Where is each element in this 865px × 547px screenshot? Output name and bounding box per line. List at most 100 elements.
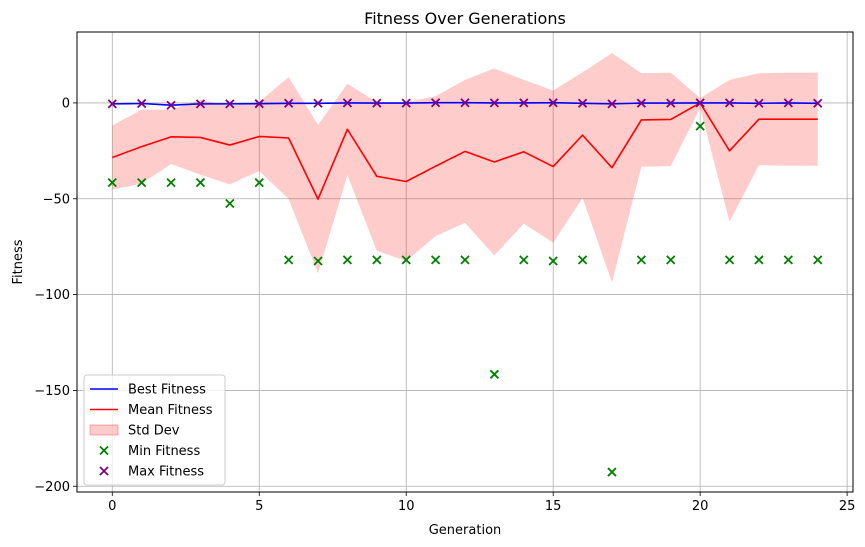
max-fitness-point	[695, 98, 705, 108]
min-fitness-point	[783, 255, 793, 265]
min-fitness-point-stroke-b	[754, 255, 764, 265]
min-fitness-point-stroke-b	[401, 255, 411, 265]
min-fitness-point	[666, 255, 676, 265]
legend-label-max-fitness: Max Fitness	[128, 465, 204, 480]
max-fitness-point	[577, 98, 588, 108]
x-tick-label: 15	[545, 499, 562, 514]
legend-label-best-fitness: Best Fitness	[128, 383, 206, 398]
min-fitness-point	[460, 255, 470, 265]
min-fitness-point-stroke-b	[519, 255, 529, 265]
max-fitness-point	[754, 98, 764, 108]
max-fitness-point	[283, 98, 294, 108]
max-fitness-point	[372, 98, 382, 108]
max-fitness-point-stroke-b	[607, 99, 617, 109]
min-fitness-point-stroke-b	[489, 369, 500, 379]
min-fitness-point-stroke-b	[607, 467, 617, 477]
max-fitness-point-stroke-b	[283, 98, 294, 108]
max-fitness-point-stroke-b	[548, 98, 558, 108]
min-fitness-point-stroke-b	[577, 255, 588, 265]
max-fitness-point	[342, 98, 353, 108]
max-fitness-point-stroke-b	[636, 98, 647, 108]
max-fitness-point	[195, 99, 206, 109]
min-fitness-point-stroke-b	[166, 178, 176, 188]
max-fitness-point	[813, 98, 823, 108]
max-fitness-point-stroke-b	[166, 100, 176, 110]
min-fitness-point-stroke-b	[695, 121, 705, 131]
max-fitness-point-stroke-b	[724, 98, 735, 108]
x-tick-label: 0	[108, 499, 116, 514]
chart-title: Fitness Over Generations	[364, 9, 566, 28]
max-fitness-point-stroke-b	[460, 98, 470, 108]
legend: Best Fitness Mean Fitness Std Dev Min Fitne…	[83, 374, 226, 486]
max-fitness-point	[166, 100, 176, 110]
min-fitness-point-stroke-b	[313, 256, 323, 266]
max-fitness-point-stroke-b	[430, 98, 441, 108]
max-fitness-point	[430, 98, 441, 108]
min-fitness-point	[577, 255, 588, 265]
y-axis-label: Fitness	[11, 239, 26, 284]
min-fitness-point	[195, 178, 206, 188]
min-fitness-point-stroke-b	[225, 198, 235, 209]
tick-layer: 0 5 10 15 20 25 −200 −150 −100 −50 0	[34, 96, 855, 514]
min-fitness-point	[283, 255, 294, 265]
min-fitness-point	[137, 178, 147, 188]
max-fitness-point	[607, 99, 617, 109]
min-fitness-point	[254, 178, 264, 188]
max-fitness-point-stroke-b	[695, 98, 705, 108]
std-dev-band-layer	[112, 53, 818, 283]
legend-swatch-min-fitness-stroke-b	[99, 445, 109, 456]
min-fitness-point-stroke-b	[195, 178, 206, 188]
legend-swatch-max-fitness	[99, 466, 109, 476]
min-fitness-point-stroke-b	[283, 255, 294, 265]
max-fitness-point-stroke-b	[519, 98, 529, 108]
min-fitness-point-stroke-b	[107, 178, 117, 188]
min-fitness-point	[313, 256, 323, 266]
max-fitness-point	[225, 99, 235, 109]
min-fitness-point	[607, 467, 617, 477]
max-fitness-point	[783, 98, 793, 108]
min-fitness-point	[754, 255, 764, 265]
max-fitness-point-stroke-b	[372, 98, 382, 108]
max-fitness-point	[666, 98, 676, 108]
min-fitness-point	[489, 369, 500, 379]
max-fitness-point	[401, 98, 411, 108]
x-tick-label: 25	[839, 499, 856, 514]
max-fitness-point	[254, 99, 264, 109]
y-tick-label: −200	[34, 480, 70, 495]
min-fitness-point-stroke-b	[342, 255, 353, 265]
max-fitness-point	[489, 98, 500, 108]
min-fitness-point	[724, 255, 735, 265]
x-tick-label: 5	[255, 499, 263, 514]
max-fitness-point-stroke-b	[666, 98, 676, 108]
min-fitness-point-stroke-b	[636, 255, 647, 265]
legend-label-std-dev: Std Dev	[128, 424, 180, 439]
min-fitness-point	[372, 255, 382, 265]
max-fitness-point-stroke-b	[342, 98, 353, 108]
legend-swatch-std-dev	[89, 424, 119, 436]
plot-frame	[76, 31, 854, 493]
max-fitness-point-stroke-b	[195, 99, 206, 109]
min-fitness-point-stroke-b	[783, 255, 793, 265]
max-fitness-point-stroke-b	[783, 98, 793, 108]
max-fitness-point	[636, 98, 647, 108]
max-fitness-point-stroke-b	[577, 98, 588, 108]
y-tick-label: 0	[62, 96, 70, 111]
max-fitness-point-stroke-b	[489, 98, 500, 108]
min-fitness-point	[166, 178, 176, 188]
min-fitness-point-stroke-b	[813, 255, 823, 265]
max-fitness-point-stroke-b	[401, 98, 411, 108]
legend-swatch-max-fitness-stroke-b	[99, 466, 109, 476]
min-fitness-point	[225, 198, 235, 209]
max-fitness-point-stroke-b	[107, 99, 117, 109]
std-dev-band	[112, 53, 818, 283]
max-fitness-point	[548, 98, 558, 108]
y-tick-label: −150	[34, 384, 70, 399]
min-fitness-point	[548, 256, 558, 266]
min-fitness-point	[401, 255, 411, 265]
min-fitness-point-stroke-b	[666, 255, 676, 265]
legend-label-min-fitness: Min Fitness	[128, 444, 200, 459]
max-fitness-point	[107, 99, 117, 109]
y-tick-label: −100	[34, 288, 70, 303]
max-fitness-point-stroke-b	[813, 98, 823, 108]
max-fitness-point	[519, 98, 529, 108]
